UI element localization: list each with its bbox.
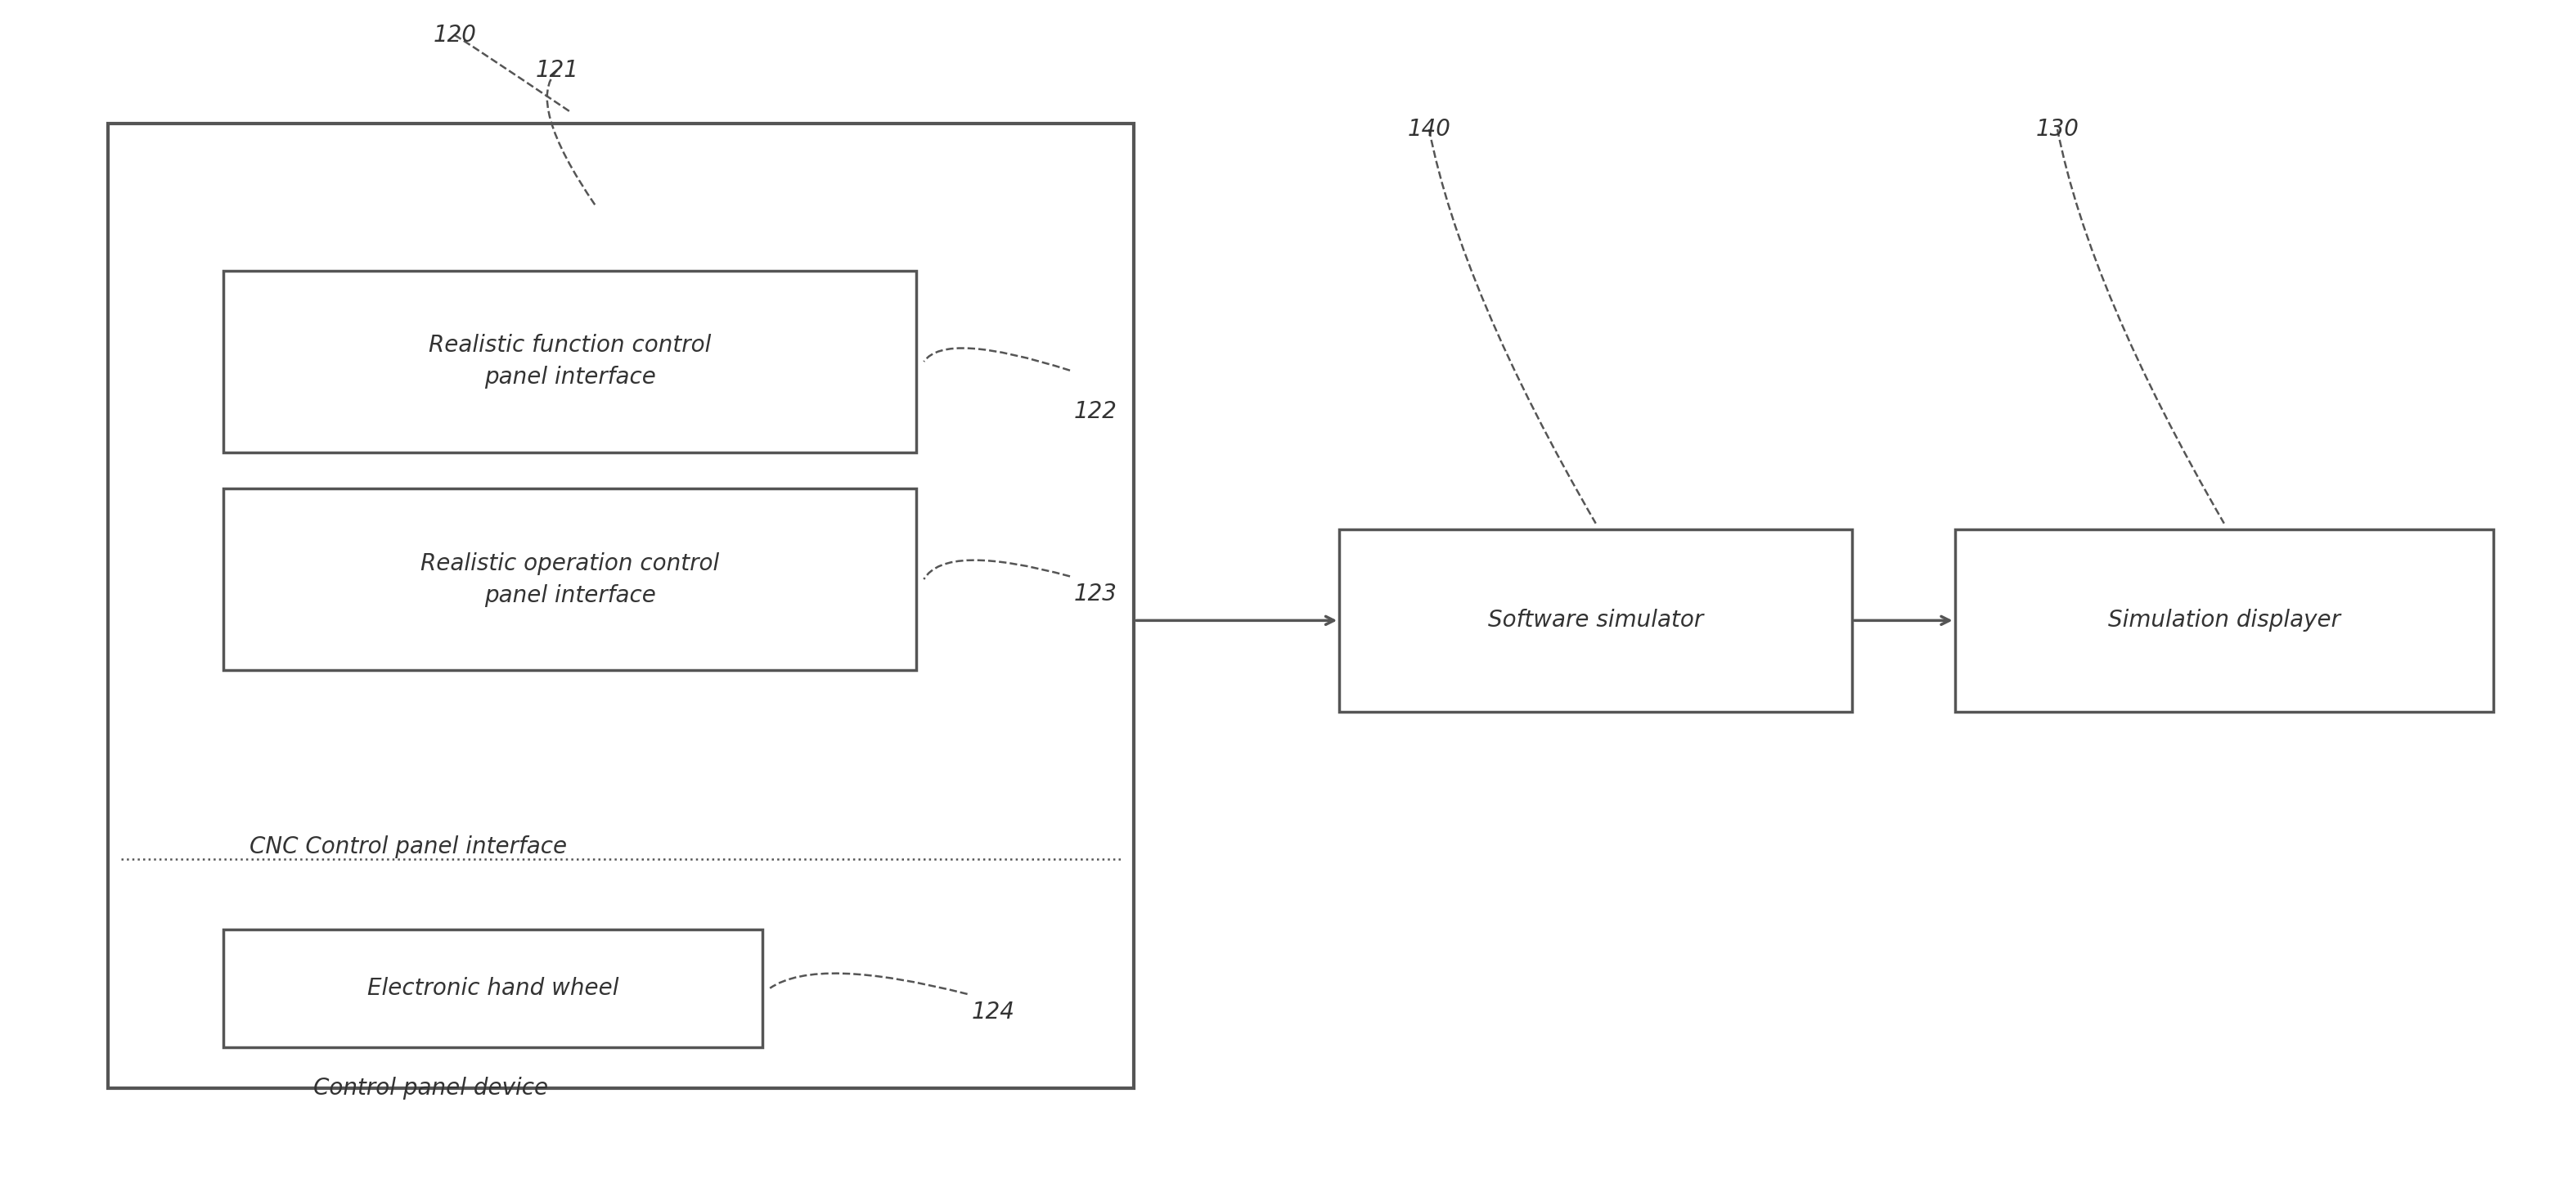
Text: Realistic function control
panel interface: Realistic function control panel interfa… [428, 334, 711, 388]
FancyBboxPatch shape [173, 217, 1043, 853]
Text: Realistic operation control
panel interface: Realistic operation control panel interf… [420, 552, 719, 607]
Text: 124: 124 [971, 1000, 1015, 1023]
FancyBboxPatch shape [1955, 530, 2494, 712]
FancyBboxPatch shape [108, 124, 1133, 1088]
FancyBboxPatch shape [224, 488, 917, 670]
Text: 130: 130 [2035, 118, 2079, 140]
FancyBboxPatch shape [1340, 530, 1852, 712]
Text: 122: 122 [1074, 400, 1118, 423]
Text: Simulation displayer: Simulation displayer [2107, 609, 2339, 632]
Text: Software simulator: Software simulator [1489, 609, 1703, 632]
FancyBboxPatch shape [224, 271, 917, 453]
Text: 140: 140 [1406, 118, 1450, 140]
Text: 121: 121 [536, 59, 580, 82]
Text: Electronic hand wheel: Electronic hand wheel [368, 977, 618, 999]
Text: Control panel device: Control panel device [314, 1076, 549, 1099]
Text: CNC Control panel interface: CNC Control panel interface [250, 835, 567, 858]
FancyBboxPatch shape [224, 929, 762, 1047]
Text: 120: 120 [433, 24, 477, 46]
Text: 123: 123 [1074, 582, 1118, 606]
